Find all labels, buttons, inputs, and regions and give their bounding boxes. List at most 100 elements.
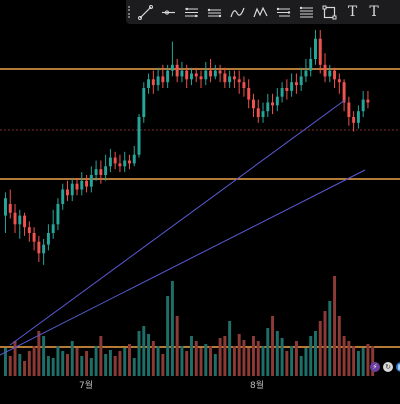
volume-bar (190, 336, 193, 376)
fib-retracement-tool[interactable] (272, 1, 295, 23)
volume-bar (156, 346, 160, 376)
volume-bar (323, 311, 327, 376)
candle-body (228, 76, 232, 83)
candle-body (290, 82, 294, 91)
volume-bar (147, 334, 151, 376)
candle-body (137, 117, 141, 155)
volume-bar (108, 350, 112, 376)
fib-levels-tool[interactable] (295, 1, 318, 23)
volume-bar (223, 336, 227, 376)
candle-body (46, 233, 50, 245)
volume-bar (185, 351, 189, 376)
candle-body (275, 96, 279, 106)
volume-bar (232, 346, 236, 376)
volume-bar (70, 341, 74, 376)
candle-body (156, 76, 160, 86)
volume-bar (337, 316, 341, 376)
horizontal-line-tool[interactable] (180, 1, 203, 23)
xabcd-pattern-tool[interactable] (249, 1, 272, 23)
layout-icon[interactable]: ▦ (396, 362, 400, 372)
volume-bar (166, 296, 170, 376)
candle-body (180, 70, 184, 77)
volume-bar (209, 346, 213, 376)
text-tool[interactable]: T (341, 1, 364, 23)
candle-body (66, 189, 69, 196)
volume-bar (142, 326, 146, 376)
xabcd-pattern-icon (253, 6, 268, 17)
horizontal-ray-tool[interactable] (157, 1, 180, 23)
x-tick-august: 8월 (250, 381, 265, 391)
candle-body (175, 64, 179, 77)
candle-body (37, 241, 41, 254)
candle-body (209, 70, 213, 77)
volume-bar (128, 344, 131, 376)
candle-body (223, 73, 227, 83)
rectangle-tool[interactable] (318, 1, 341, 23)
volume-bar (175, 316, 179, 376)
volume-bar (371, 346, 375, 376)
candle-body (142, 88, 146, 117)
volume-bar (266, 328, 270, 376)
lightning-icon[interactable]: ⚡ (370, 362, 380, 372)
volume-bar (27, 351, 31, 376)
trendline-tool[interactable] (134, 1, 157, 23)
volume-bar (333, 276, 337, 376)
candle-body (271, 102, 275, 106)
path-icon (230, 7, 245, 17)
drawing-toolbar: T T (126, 0, 400, 24)
volume-bar (237, 334, 241, 376)
volume-bar (118, 351, 122, 376)
candle-body (199, 76, 203, 80)
volume-bar (23, 361, 27, 376)
fib-retracement-icon (276, 7, 291, 16)
candle-body (80, 180, 84, 190)
x-tick-july: 7월 (79, 381, 94, 391)
candle-body (213, 70, 217, 77)
horizontal-ray-icon (162, 9, 175, 15)
volume-bar (75, 348, 79, 376)
text-style-tool[interactable]: T (364, 1, 384, 23)
volume-bar (328, 301, 332, 376)
candle-body (13, 212, 17, 225)
path-tool[interactable] (226, 1, 249, 23)
volume-bar (51, 358, 55, 376)
volume-bar (280, 338, 284, 376)
candle-body (161, 76, 165, 83)
volume-bar (199, 348, 203, 376)
volume-bar (42, 336, 46, 376)
candle-body (304, 70, 308, 77)
candle-body (23, 215, 27, 228)
volume-bar (228, 321, 232, 376)
horizontal-line-icon (185, 7, 198, 17)
text-icon: T (347, 4, 358, 20)
candle-body (128, 160, 131, 164)
parallel-channel-tool[interactable] (203, 1, 226, 23)
volume-bar (137, 331, 141, 376)
volume-bar (56, 346, 60, 376)
candle-body (32, 233, 36, 242)
candle-body (218, 70, 222, 74)
volume-bar (261, 346, 265, 376)
candle-body (352, 117, 356, 123)
parallel-channel-icon (207, 8, 222, 17)
candle-body (56, 204, 60, 225)
toolbar-grip-icon[interactable] (126, 1, 134, 23)
volume-bar (151, 341, 155, 376)
candle-body (361, 99, 365, 112)
candle-body (104, 166, 108, 175)
candle-body (61, 189, 65, 204)
sync-icon[interactable]: ↻ (383, 362, 393, 372)
volume-bar (4, 348, 7, 376)
candle-body (266, 102, 270, 112)
volume-bar (13, 341, 17, 376)
volume-bar (256, 341, 260, 376)
fib-levels-icon (299, 6, 313, 17)
volume-bar (342, 336, 346, 376)
volume-bar (318, 321, 322, 376)
candle-body (108, 157, 112, 167)
volume-bar (80, 356, 84, 376)
candle-body (204, 70, 208, 80)
candle-body (285, 88, 289, 91)
